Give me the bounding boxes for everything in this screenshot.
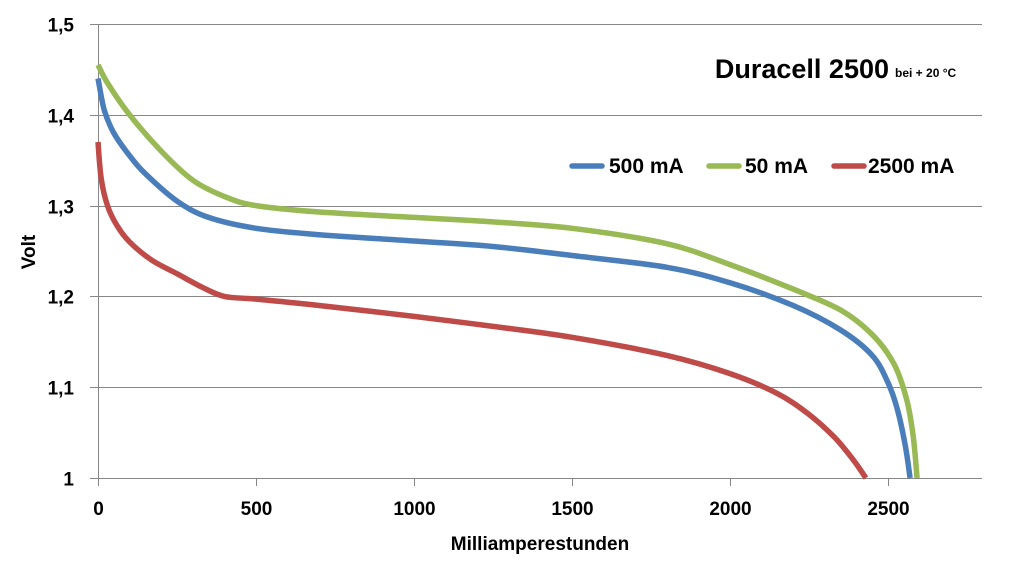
- series-line-2500-ma: [95, 141, 869, 480]
- y-tick-label: 1: [63, 470, 74, 491]
- series-line-50-ma: [95, 63, 920, 479]
- legend: 500 mA 50 mA 2500 mA: [569, 155, 954, 178]
- x-tick-label: 2500: [867, 499, 909, 520]
- x-tick-label: 500: [241, 499, 273, 520]
- y-tick-label: 1,4: [48, 107, 75, 128]
- y-tick-label: 1,1: [48, 379, 75, 400]
- y-tick-label: 1,3: [48, 198, 74, 219]
- y-tick-label: 1,2: [48, 288, 74, 309]
- chart-subtitle: bei + 20 °C: [895, 66, 956, 80]
- y-tick-label: 1,5: [48, 16, 75, 37]
- y-axis-title: Volt: [19, 234, 40, 269]
- series-line-500-ma: [95, 77, 913, 479]
- series-lines: [95, 63, 920, 480]
- x-axis-title: Milliamperestunden: [451, 534, 629, 555]
- x-tick-labels: 0 500 1000 1500 2000 2500: [93, 499, 909, 520]
- axes: [98, 24, 889, 486]
- chart-title: Duracell 2500: [715, 54, 889, 84]
- legend-label-2500-ma: 2500 mA: [868, 155, 954, 178]
- legend-label-500-ma: 500 mA: [609, 155, 684, 178]
- x-tick-label: 0: [93, 499, 104, 520]
- x-tick-label: 1000: [393, 499, 435, 520]
- x-tick-label: 1500: [551, 499, 593, 520]
- y-tick-labels: 1 1,1 1,2 1,3 1,4 1,5: [48, 16, 75, 491]
- legend-label-50-ma: 50 mA: [745, 155, 808, 178]
- x-tick-label: 2000: [709, 499, 751, 520]
